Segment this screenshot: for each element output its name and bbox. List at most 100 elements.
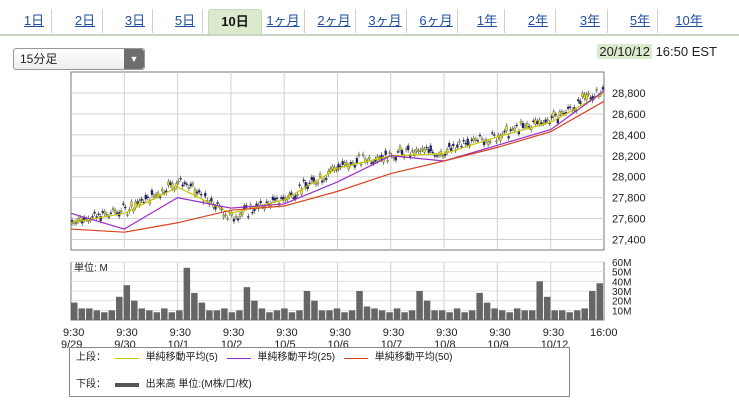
candle-body: [150, 190, 154, 195]
tab-range[interactable]: 5日: [168, 9, 203, 33]
volume-bar: [258, 308, 266, 320]
candle-body: [538, 119, 541, 125]
candle-body: [523, 125, 527, 128]
candle-body: [115, 212, 119, 214]
price-tick-label: 28,600: [612, 109, 646, 121]
candle-body: [448, 143, 451, 147]
candle-body: [199, 193, 203, 196]
tab-range[interactable]: 3年: [573, 9, 608, 33]
volume-bar: [101, 312, 108, 320]
volume-bar: [183, 267, 191, 320]
tab-range[interactable]: 1ヶ月: [262, 9, 305, 33]
candle-body: [511, 128, 514, 130]
candle-body: [120, 210, 123, 213]
volume-bar: [303, 291, 311, 320]
volume-bar: [498, 310, 506, 320]
volume-bar: [243, 287, 251, 320]
candle-body: [191, 183, 195, 186]
volume-bar: [273, 310, 281, 320]
tab-range[interactable]: 2日: [68, 9, 103, 33]
volume-bar: [281, 308, 288, 320]
volume-bar: [551, 310, 558, 320]
candle-body: [458, 141, 461, 143]
candle-body: [304, 182, 307, 189]
candle-body: [136, 201, 139, 204]
candle-body: [398, 146, 402, 151]
tab-range[interactable]: 10日: [208, 9, 262, 34]
tab-range[interactable]: 1年: [470, 9, 505, 33]
tab-range[interactable]: 1日: [17, 9, 52, 33]
legend-ma5: 単純移動平均(5): [145, 352, 218, 363]
volume-bar: [108, 310, 116, 320]
candle-body: [384, 150, 387, 155]
candle-body: [441, 155, 445, 157]
tab-range[interactable]: 2ヶ月: [313, 9, 356, 33]
candle-body: [314, 182, 318, 185]
tab-range[interactable]: 5年: [623, 9, 658, 33]
candle-body: [357, 154, 361, 156]
legend-lower-row: 下段： 出来高 単位:(M株/口/枚): [76, 378, 252, 392]
candle-body: [525, 123, 529, 127]
candle-body: [413, 151, 416, 157]
candle-body: [546, 119, 549, 121]
candle-body: [601, 87, 605, 90]
candle-body: [161, 189, 164, 192]
tab-range[interactable]: 6ヶ月: [415, 9, 458, 33]
candle-body: [532, 120, 535, 123]
legend-volume: 出来高 単位:(M株/口/枚): [145, 379, 252, 390]
tab-range[interactable]: 2年: [521, 9, 556, 33]
volume-bar: [153, 312, 161, 320]
price-tick-label: 28,000: [612, 172, 646, 184]
candle-body: [320, 180, 324, 183]
volume-bar: [318, 310, 326, 320]
candle-body: [109, 212, 113, 214]
candle-body: [329, 168, 332, 172]
candle-body: [464, 142, 467, 145]
candle-body: [232, 218, 236, 222]
legend-upper-row: 上段： 単純移動平均(5) 単純移動平均(25) 単純移動平均(50): [76, 351, 453, 365]
candle-body: [247, 216, 250, 218]
candle-body: [216, 202, 219, 204]
x-date-label: 10/7: [381, 339, 402, 351]
candle-body: [210, 198, 213, 202]
candle-body: [251, 212, 254, 214]
candle-body: [343, 162, 346, 166]
candle-body: [585, 94, 588, 100]
candle-body: [234, 216, 238, 218]
ma50-swatch: [343, 357, 368, 359]
candle-body: [550, 116, 553, 119]
volume-tick-label: 60M: [612, 258, 631, 269]
candle-body: [507, 136, 510, 139]
tab-range[interactable]: 3ヶ月: [364, 9, 407, 33]
candle-body: [185, 183, 188, 185]
volume-bar: [176, 310, 183, 320]
volume-bar: [431, 310, 438, 320]
price-tick-label: 28,200: [612, 151, 646, 163]
candle-body: [528, 126, 531, 128]
volume-bar: [296, 310, 303, 320]
tab-range[interactable]: 10年: [675, 13, 703, 28]
volume-bar: [333, 308, 341, 320]
candle-body: [93, 211, 96, 214]
candle-body: [126, 214, 129, 216]
volume-bar: [131, 300, 138, 320]
series-line-ma5: [70, 92, 605, 224]
x-time-label: 9:30: [436, 327, 457, 339]
candle-body: [130, 201, 133, 207]
interval-select[interactable]: 15分足 ▼: [13, 48, 145, 70]
candle-body: [97, 213, 100, 215]
candle-body: [435, 155, 439, 157]
volume-tick-label: 20M: [612, 297, 631, 308]
candle-body: [429, 145, 432, 152]
candle-body: [509, 129, 512, 132]
candle-body: [222, 214, 225, 218]
volume-bar: [288, 312, 296, 320]
tab-range[interactable]: 3日: [118, 9, 153, 33]
candle-body: [466, 138, 469, 146]
chevron-down-icon[interactable]: ▼: [124, 49, 144, 69]
candle-body: [521, 123, 525, 129]
candle-body: [566, 106, 570, 109]
x-date-label: 10/12: [541, 339, 569, 351]
candle-body: [411, 150, 414, 152]
volume-bar: [161, 308, 168, 320]
